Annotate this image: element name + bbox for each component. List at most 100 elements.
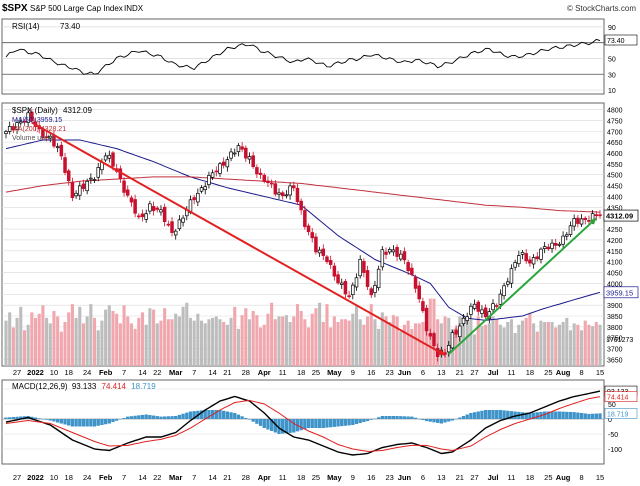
macd-histogram-bar xyxy=(495,410,499,419)
volume-bar xyxy=(81,323,86,366)
ma50-tag xyxy=(603,286,639,299)
volume-bar xyxy=(229,317,233,366)
candle-body xyxy=(461,317,466,325)
candle-body xyxy=(295,187,300,202)
macd-histogram-bar xyxy=(111,419,115,423)
volume-bar xyxy=(70,304,74,366)
macd-histogram-bar xyxy=(554,411,558,419)
x-axis-label: 16 xyxy=(367,473,375,482)
macd-histogram-bar xyxy=(384,416,388,419)
x-axis-label: Mar xyxy=(169,473,182,482)
macd-histogram-bar xyxy=(233,413,237,419)
volume-bar xyxy=(148,308,152,366)
volume-bar xyxy=(85,316,89,366)
macd-histogram-bar xyxy=(218,410,222,419)
macd-histogram-bar xyxy=(587,413,591,419)
histogram-tag-text: 18.719 xyxy=(607,411,629,418)
candle-body xyxy=(446,345,451,353)
volume-bar xyxy=(26,324,30,366)
x-axis-label: Feb xyxy=(99,368,113,377)
x-axis-label: 13 xyxy=(437,473,445,482)
macd-histogram-bar xyxy=(391,416,396,419)
volume-bar xyxy=(528,313,532,366)
price-tick-label: 4450 xyxy=(607,184,623,191)
volume-bar xyxy=(384,316,388,366)
volume-bar xyxy=(476,316,480,366)
macd-histogram-bar xyxy=(207,410,211,419)
candle-body xyxy=(22,120,27,123)
candle-body xyxy=(502,285,506,297)
candle-body xyxy=(89,177,93,180)
candle-body xyxy=(85,180,89,192)
volume-bar xyxy=(402,324,407,366)
candle-body xyxy=(509,268,514,284)
macd-histogram-bar xyxy=(159,416,163,419)
candle-body xyxy=(229,151,233,159)
macd-histogram-bar xyxy=(33,417,38,419)
candle-body xyxy=(469,305,473,315)
candle-body xyxy=(203,186,207,191)
candle-body xyxy=(221,161,226,166)
candle-body xyxy=(550,242,554,249)
volume-bar xyxy=(244,308,248,366)
candle-body xyxy=(513,262,517,268)
macd-lines xyxy=(5,390,601,456)
macd-histogram-bar xyxy=(325,419,329,428)
volume-bar xyxy=(362,324,366,366)
x-axis-label: 9 xyxy=(351,368,355,377)
volume-bar xyxy=(318,302,322,366)
candle-body xyxy=(177,219,182,230)
volume-bar xyxy=(163,308,167,366)
volume-bar xyxy=(259,327,263,366)
x-axis-label: 14 xyxy=(208,473,216,482)
x-axis-label: May xyxy=(327,368,342,377)
macd-histogram-bar xyxy=(343,419,348,426)
x-axis-label: 7 xyxy=(192,368,196,377)
volume-bar xyxy=(517,324,521,366)
volume-bar xyxy=(129,323,133,366)
volume-bar xyxy=(591,326,595,366)
macd-histogram-bar xyxy=(365,419,370,422)
candle-body xyxy=(358,258,362,277)
candle-body xyxy=(321,248,326,256)
macd-histogram-bar xyxy=(181,413,185,419)
candle-body xyxy=(232,152,237,155)
candle-body xyxy=(140,213,145,218)
macd-histogram-bar xyxy=(188,411,193,419)
candle-body xyxy=(173,230,178,236)
rsi-value-tag-text: 73.40 xyxy=(607,38,625,45)
x-axis-label: 7 xyxy=(192,473,196,482)
macd-histogram-bar xyxy=(406,416,410,419)
macd-histogram-bar xyxy=(30,416,34,419)
macd-histogram-bar xyxy=(329,419,333,428)
candle-body xyxy=(148,203,152,212)
macd-histogram-bar xyxy=(8,417,12,419)
candle-body xyxy=(19,121,23,124)
x-axis-label: 11 xyxy=(279,368,287,377)
exchange-label: INDX xyxy=(124,4,144,13)
macd-histogram-bar xyxy=(332,419,337,427)
macd-histogram-bar xyxy=(439,419,444,424)
candle-body xyxy=(406,262,410,272)
macd-histogram-bar xyxy=(336,419,340,427)
macd-histogram-bar xyxy=(11,417,16,419)
volume-bar xyxy=(329,327,333,366)
macd-histogram-bar xyxy=(362,419,366,423)
x-axis-label: 2022 xyxy=(27,368,44,377)
macd-histogram-bar xyxy=(203,410,207,419)
macd-histogram-bar xyxy=(506,410,510,419)
candle-body xyxy=(162,206,167,222)
candle-body xyxy=(15,122,19,130)
volume-bar xyxy=(137,317,141,366)
price-title: $SPX (Daily) 4312.09 xyxy=(12,106,93,115)
macd-tick-label: 0 xyxy=(608,417,612,424)
volume-bar xyxy=(343,319,347,366)
macd-legend: MACD(12,26,9) 93.133 74.414 18.719 xyxy=(12,382,156,391)
price-tick-label: 4550 xyxy=(607,162,623,169)
candle-body xyxy=(255,167,259,175)
signal-tag-text: 74.414 xyxy=(607,395,629,402)
volume-bar xyxy=(4,320,8,366)
x-axis-label: 10 xyxy=(50,473,58,482)
x-axis-label: 6 xyxy=(421,368,425,377)
